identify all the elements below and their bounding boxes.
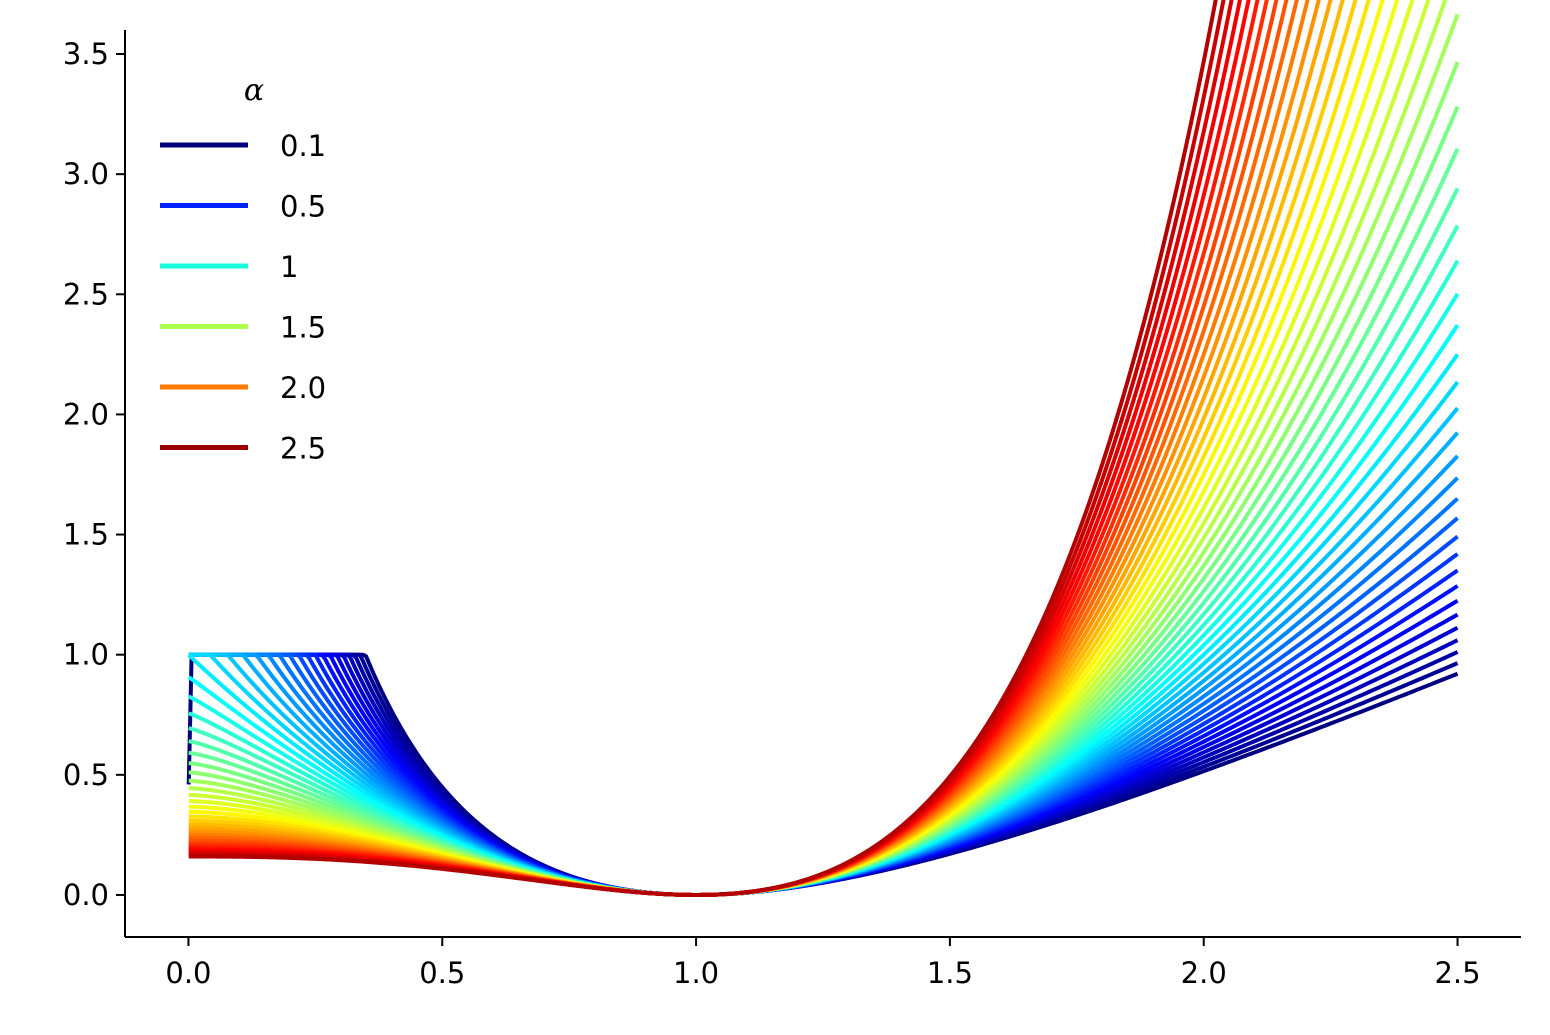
y-tick-label: 2.0: [63, 397, 109, 431]
x-tick-label: 0.0: [165, 956, 211, 990]
y-tick-label: 0.0: [63, 878, 109, 912]
y-tick-label: 2.5: [63, 277, 109, 311]
y-tick-label: 1.0: [63, 638, 109, 672]
x-tick-label: 2.5: [1434, 956, 1480, 990]
legend-label: 0.5: [280, 190, 326, 224]
x-tick-label: 1.0: [673, 956, 719, 990]
legend-label: 2.0: [280, 371, 326, 405]
y-tick-label: 0.5: [63, 758, 109, 792]
series-lines: [189, 0, 1458, 895]
legend-label: 0.1: [280, 129, 326, 163]
legend-title: α: [244, 73, 264, 108]
y-tick-label: 3.5: [63, 37, 109, 71]
x-tick-label: 1.5: [927, 956, 973, 990]
x-tick-label: 2.0: [1181, 956, 1227, 990]
x-tick-label: 0.5: [419, 956, 465, 990]
y-tick-label: 3.0: [63, 157, 109, 191]
legend-label: 2.5: [280, 432, 326, 466]
y-tick-label: 1.5: [63, 518, 109, 552]
legend-label: 1.5: [280, 311, 326, 345]
legend: α 0.1 0.5 1 1.5 2.0 2.5: [160, 73, 326, 466]
legend-label: 1: [280, 250, 298, 284]
